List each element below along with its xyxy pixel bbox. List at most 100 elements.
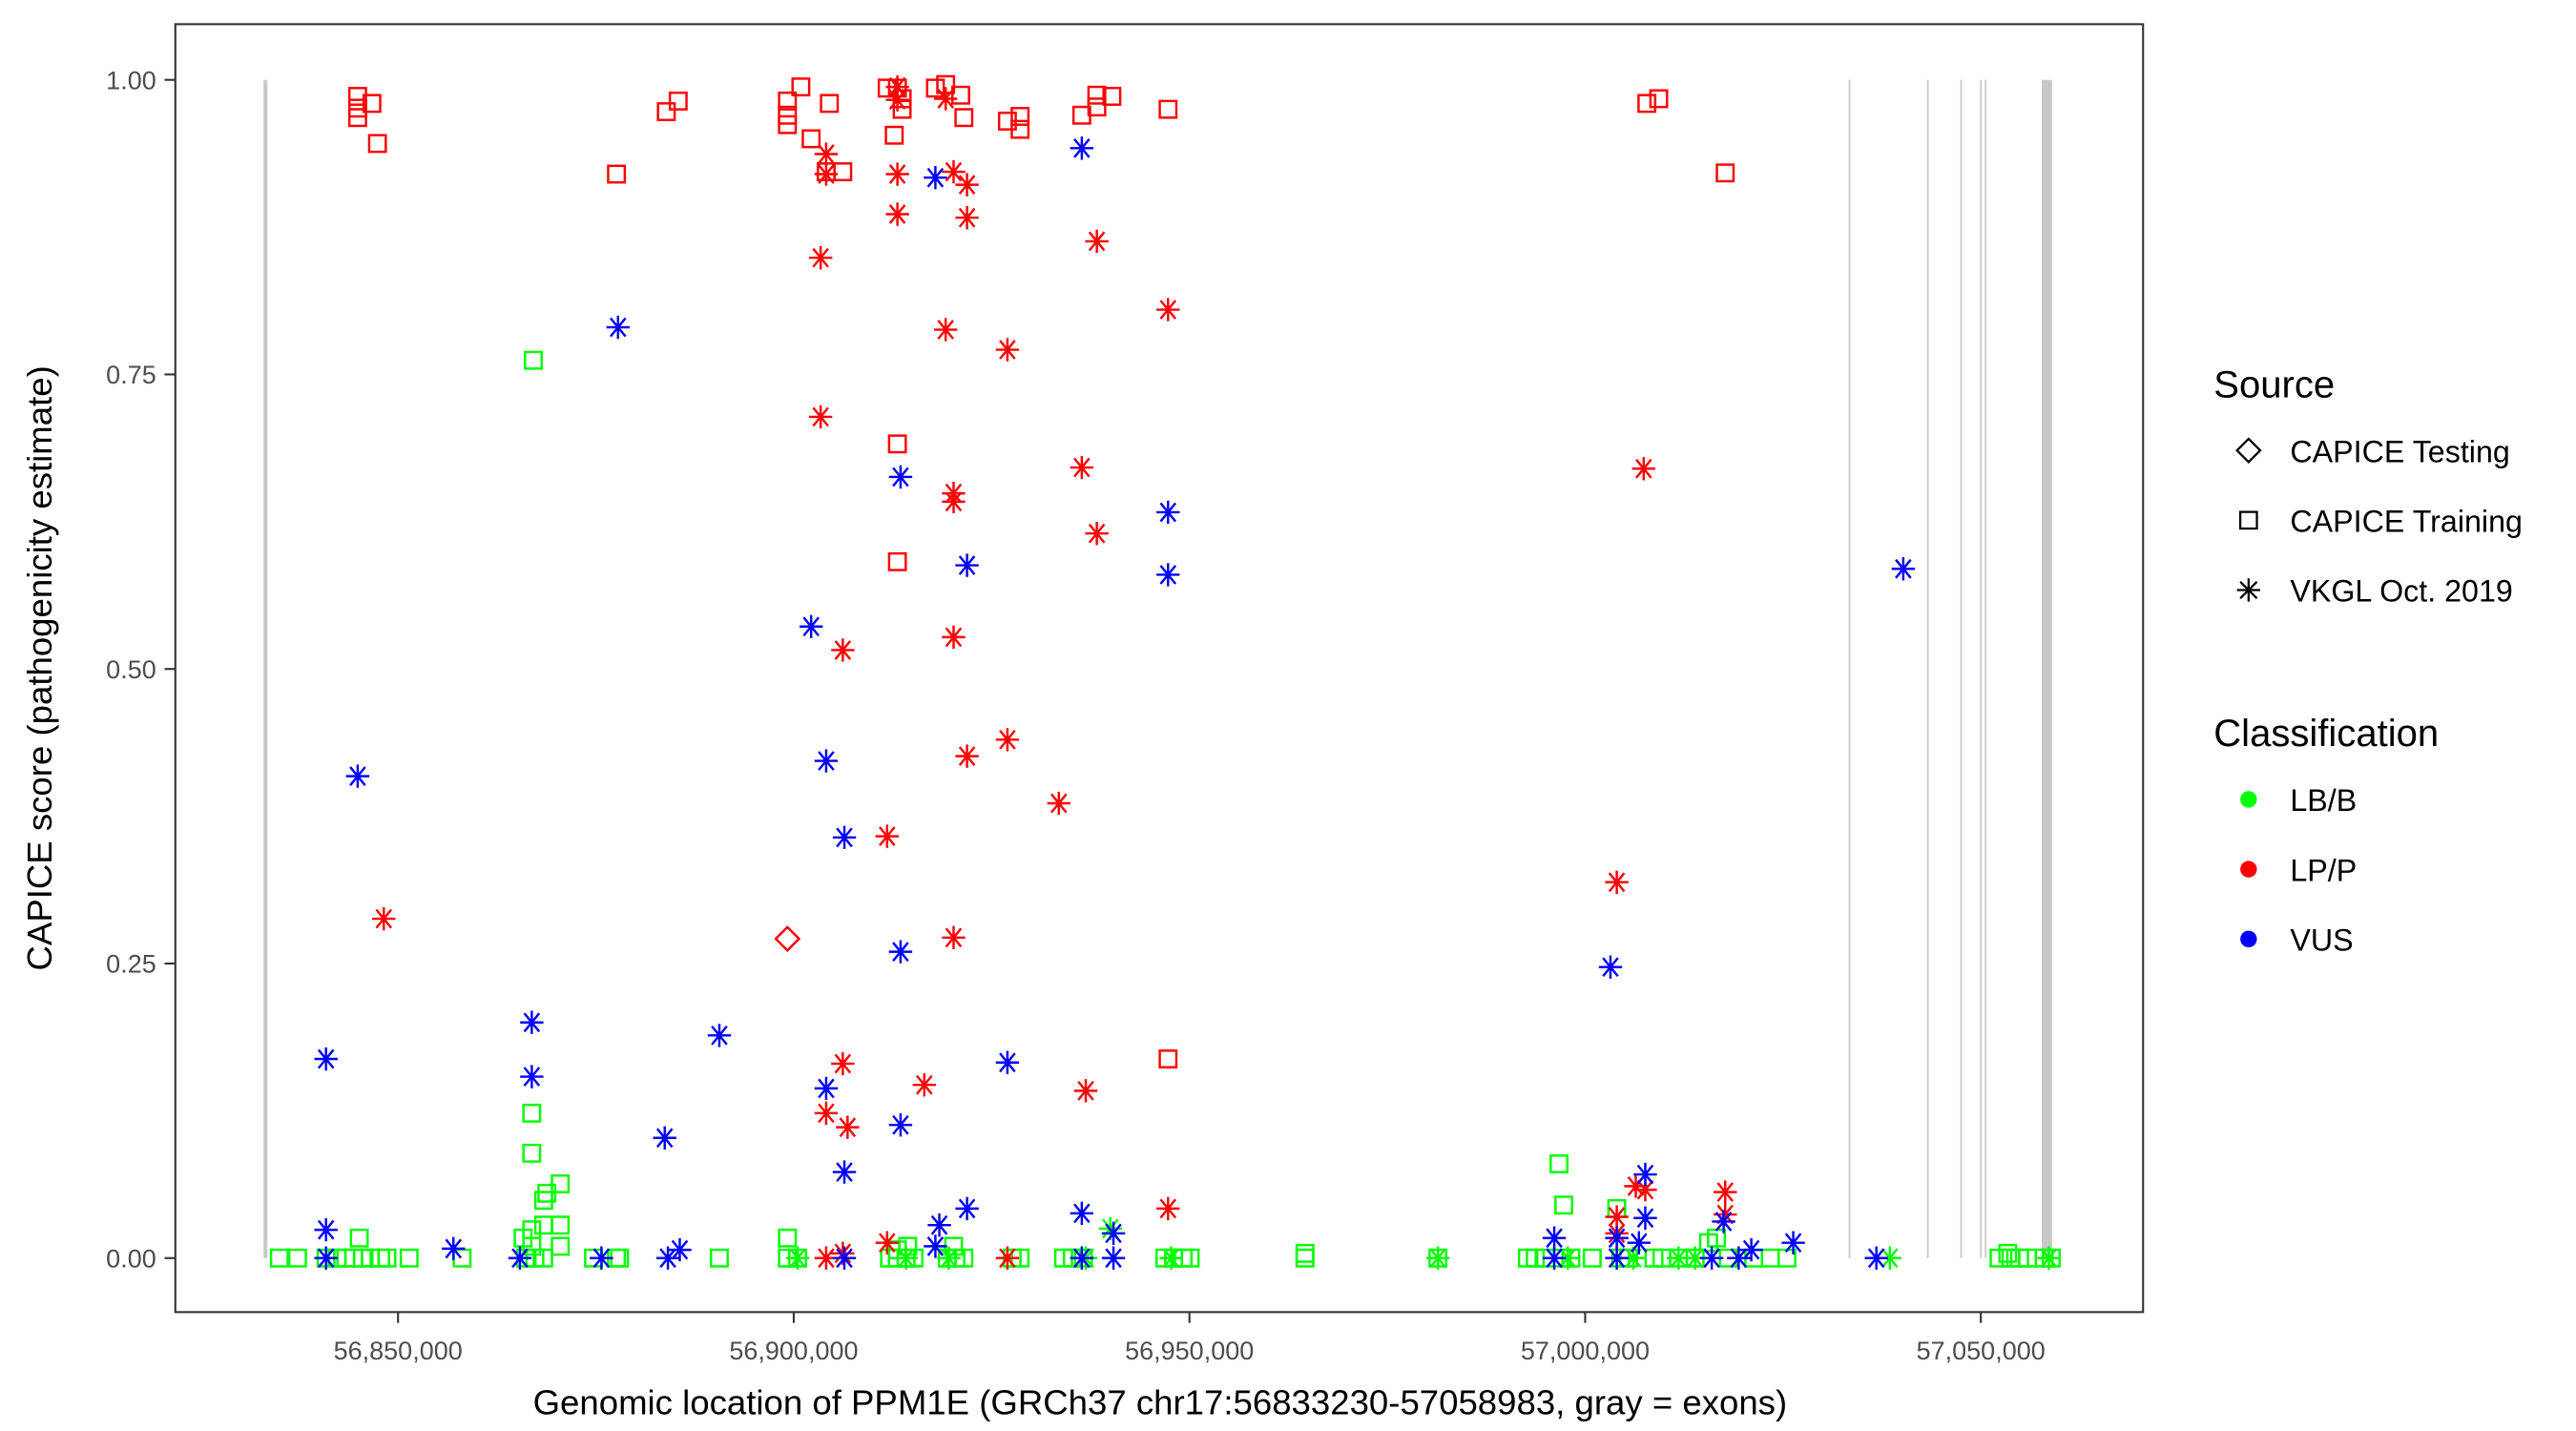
point-vkgl	[1605, 870, 1629, 894]
point-vkgl	[995, 1050, 1020, 1074]
point-vkgl	[808, 246, 833, 270]
point-vkgl	[1781, 1231, 1805, 1255]
point-vkgl	[653, 1126, 676, 1150]
point-vkgl	[888, 465, 913, 489]
point-training	[1715, 163, 1735, 183]
point-vkgl	[814, 749, 839, 773]
point-vkgl	[2037, 1246, 2061, 1270]
legend-item-capice-training: CAPICE Training	[2238, 505, 2523, 539]
point-training	[269, 1248, 289, 1268]
point-vkgl	[1156, 298, 1180, 321]
point-vkgl	[1073, 1079, 1098, 1103]
legend-item-vus: VUS	[2240, 923, 2354, 957]
point-vkgl	[924, 1234, 947, 1258]
point-vkgl	[885, 74, 909, 99]
point-vkgl	[1727, 1246, 1751, 1270]
y-tick-label: 0.25	[106, 950, 156, 979]
point-vkgl	[1605, 1246, 1629, 1270]
star-icon	[2236, 578, 2261, 602]
point-vkgl	[814, 1101, 839, 1126]
point-training	[1637, 93, 1657, 114]
point-vkgl	[832, 1160, 857, 1184]
point-training	[1087, 97, 1107, 117]
point-vkgl	[955, 744, 979, 768]
y-tick-label: 0.50	[106, 655, 156, 684]
point-training	[349, 1228, 369, 1248]
point-vkgl	[942, 489, 966, 514]
legend-class-title: Classification	[2213, 713, 2439, 755]
point-vkgl	[1683, 1246, 1707, 1270]
point-training	[1158, 99, 1178, 119]
point-vkgl	[1712, 1210, 1735, 1234]
legend: Source CAPICE Testing CAPICE Training VK…	[2213, 363, 2523, 957]
point-vkgl	[1605, 1205, 1629, 1229]
dot-icon	[2240, 791, 2257, 808]
point-vkgl	[831, 1051, 855, 1076]
point-training	[533, 1191, 553, 1211]
point-vkgl	[1101, 1221, 1126, 1245]
point-training	[551, 1215, 571, 1235]
point-vkgl	[875, 824, 900, 848]
point-vkgl	[1047, 791, 1071, 816]
y-tick-label: 0.75	[106, 361, 156, 389]
point-training	[778, 92, 798, 111]
point-training	[347, 87, 367, 106]
point-training	[668, 92, 688, 111]
point-training	[884, 125, 904, 145]
point-training	[533, 1248, 553, 1268]
point-vkgl	[668, 1237, 692, 1262]
exon-band	[1848, 79, 1851, 1258]
point-vkgl	[1714, 1202, 1737, 1227]
point-training	[954, 108, 974, 128]
point-vkgl	[927, 1213, 951, 1237]
x-tick-label: 57,050,000	[1917, 1337, 2046, 1365]
point-training	[551, 1236, 571, 1256]
point-vkgl	[1101, 1246, 1126, 1270]
point-vkgl	[942, 925, 966, 950]
point-vkgl	[955, 206, 979, 230]
point-vkgl	[1156, 500, 1180, 525]
point-training	[1549, 1154, 1568, 1173]
point-training	[710, 1248, 729, 1268]
legend-item-lbb: LB/B	[2240, 783, 2357, 818]
point-vkgl	[1633, 1206, 1657, 1230]
legend-item-vkgl: VKGL Oct. 2019	[2236, 574, 2513, 609]
exon-band	[263, 79, 268, 1258]
point-training	[607, 164, 627, 184]
point-vkgl	[345, 764, 370, 788]
point-vkgl	[590, 1246, 613, 1270]
point-vkgl	[1542, 1226, 1567, 1250]
point-vkgl	[799, 614, 823, 638]
point-training	[1010, 119, 1030, 139]
point-training	[377, 1248, 397, 1268]
point-vkgl	[832, 1246, 857, 1270]
x-tick-label: 57,000,000	[1521, 1337, 1650, 1365]
point-vkgl	[1878, 1246, 1901, 1270]
dot-icon	[2240, 930, 2257, 947]
point-vkgl	[1159, 1246, 1183, 1270]
point-vkgl	[814, 162, 839, 186]
legend-label: LP/P	[2290, 853, 2357, 887]
legend-label: CAPICE Testing	[2290, 434, 2509, 468]
exon-band	[1926, 79, 1929, 1258]
point-vkgl	[955, 173, 979, 197]
y-tick-label: 0.00	[106, 1244, 156, 1273]
point-training	[820, 93, 840, 114]
point-vkgl	[1070, 455, 1094, 480]
point-vkgl	[885, 202, 909, 226]
point-training	[951, 85, 970, 105]
legend-item-lpp: LP/P	[2240, 853, 2357, 887]
point-training	[1998, 1243, 2018, 1263]
point-vkgl	[1085, 522, 1109, 546]
exon-band	[2042, 79, 2052, 1258]
point-vkgl	[1425, 1246, 1450, 1270]
x-tick-label: 56,900,000	[729, 1337, 858, 1365]
point-training	[367, 134, 387, 154]
x-tick-label: 56,950,000	[1125, 1337, 1254, 1365]
point-vkgl	[1864, 1246, 1888, 1270]
point-vkgl	[814, 1246, 839, 1270]
point-vkgl	[1627, 1231, 1652, 1255]
point-vkgl	[814, 1076, 839, 1101]
